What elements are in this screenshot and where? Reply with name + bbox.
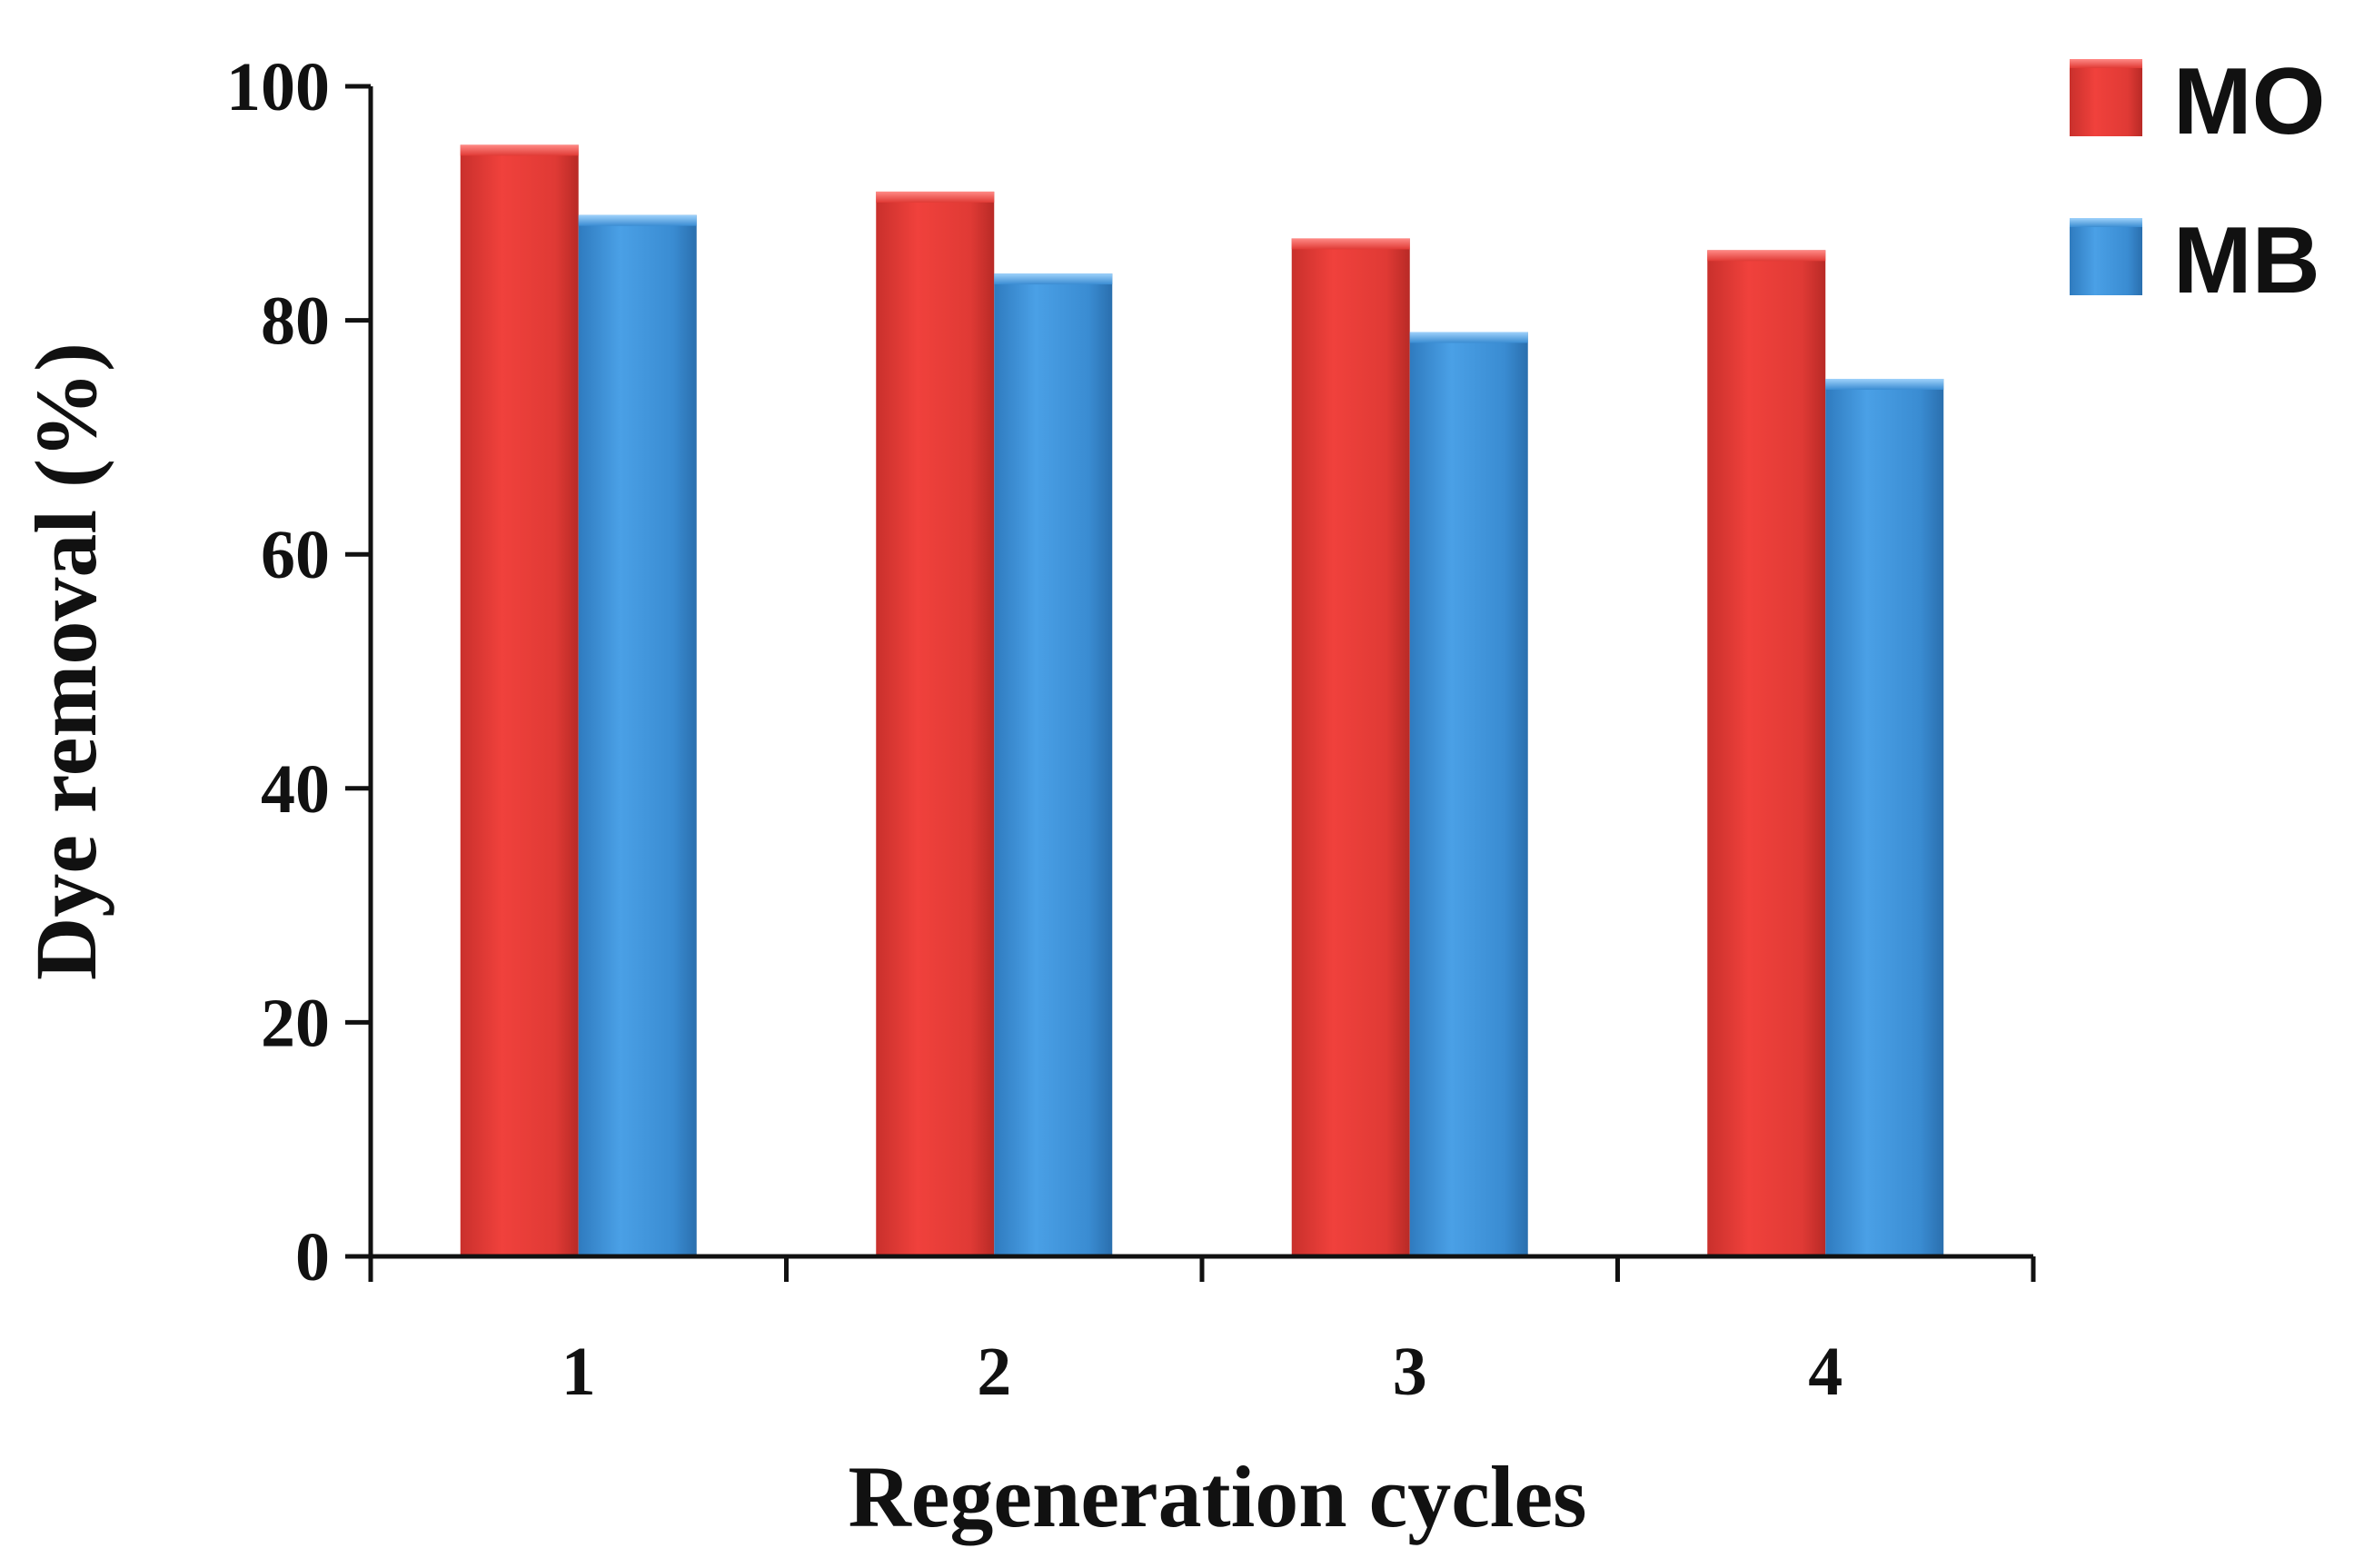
legend: MO MB [2070,49,2326,313]
legend-item-mo: MO [2070,49,2326,154]
legend-swatch [2070,218,2142,295]
y-axis-ticks: 0 20 40 60 80 100 [226,49,371,1295]
x-axis-ticks: 1 2 3 4 [368,1256,2036,1410]
y-tick-label: 80 [261,283,330,360]
legend-label: MO [2173,49,2326,154]
bar-mo-cycle-3 [1291,238,1410,1257]
y-tick-label: 0 [295,1219,330,1295]
y-tick-label: 20 [261,985,330,1061]
bar-mo-cycle-1 [460,144,579,1256]
bar-mb-cycle-3 [1409,332,1528,1257]
bar-mo-cycle-4 [1707,250,1826,1256]
legend-swatch [2070,59,2142,136]
legend-label: MB [2173,208,2320,313]
bars-group [460,144,1944,1257]
y-tick-label: 40 [261,751,330,828]
bar-mb-cycle-4 [1825,379,1944,1256]
x-tick-label: 3 [1393,1334,1427,1410]
y-axis-title: Dye removal (%) [17,342,114,980]
bar-mb-cycle-2 [994,273,1113,1257]
x-axis-title: Regeneration cycles [848,1448,1586,1545]
y-tick-label: 100 [226,49,330,125]
legend-item-mb: MB [2070,208,2320,313]
bar-mo-cycle-2 [876,191,995,1256]
x-tick-label: 4 [1808,1334,1843,1410]
bar-mb-cycle-1 [578,214,697,1257]
x-tick-label: 2 [977,1334,1011,1410]
y-tick-label: 60 [261,517,330,593]
x-tick-label: 1 [561,1334,596,1410]
